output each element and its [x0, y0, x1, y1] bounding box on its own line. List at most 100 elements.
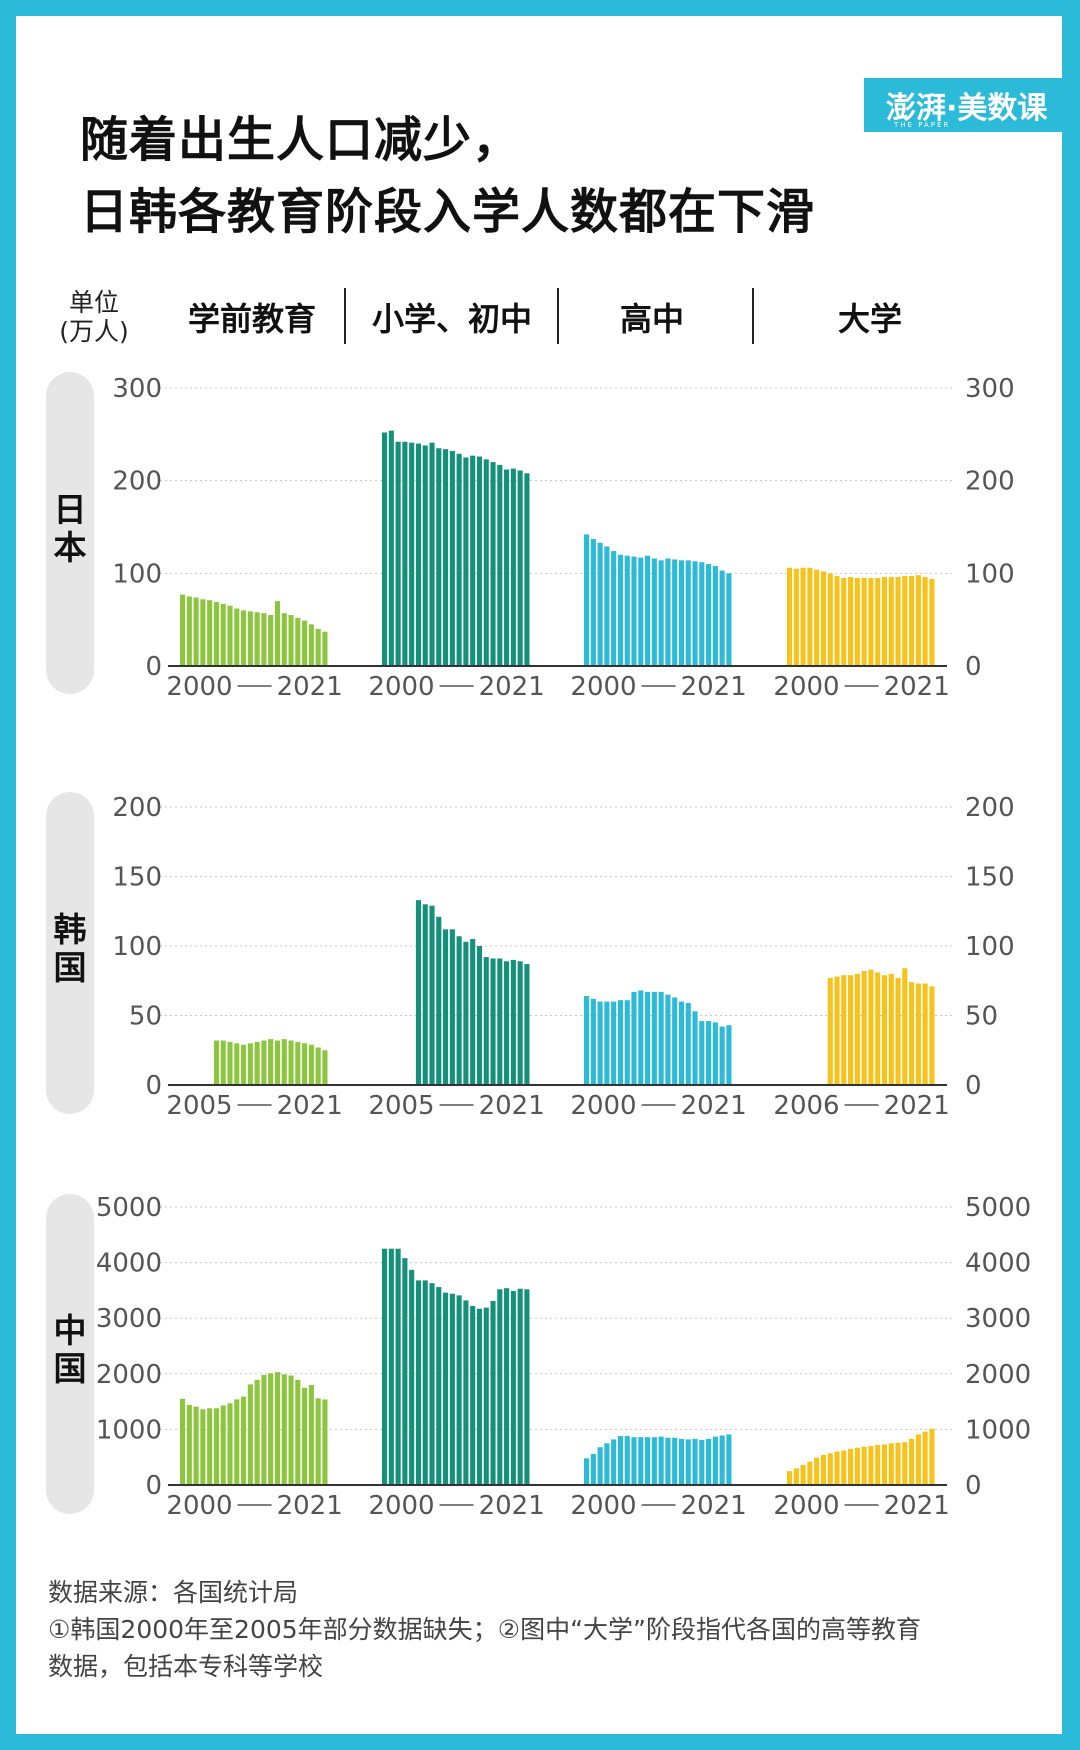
bar-korea-university [909, 982, 915, 1085]
bar-japan-high-school [651, 558, 657, 666]
bar-japan-preschool [302, 620, 308, 666]
footnote-line-2: 数据，包括本专科等学校 [48, 1652, 324, 1681]
country-pill-japan [46, 372, 94, 694]
bar-china-preschool [227, 1403, 233, 1485]
bar-japan-high-school [719, 570, 725, 666]
bar-korea-preschool [254, 1041, 260, 1085]
bar-korea-high-school [712, 1022, 718, 1085]
bar-china-preschool [213, 1408, 219, 1485]
bar-china-preschool [274, 1372, 281, 1485]
bar-japan-preschool [213, 602, 219, 666]
bar-japan-primary-middle [436, 448, 442, 666]
bar-korea-high-school [584, 996, 590, 1085]
bar-japan-high-school [617, 554, 623, 666]
bar-china-primary-middle [517, 1288, 523, 1485]
bar-japan-high-school [706, 564, 712, 666]
x-range-end-china: 2021 [884, 1491, 950, 1521]
bar-korea-university [895, 977, 901, 1085]
bar-japan-primary-middle [456, 453, 462, 666]
bar-china-high-school [699, 1439, 705, 1485]
country-label-japan: 日本 [53, 490, 87, 567]
bar-china-preschool [220, 1405, 226, 1485]
bar-japan-preschool [234, 608, 240, 666]
x-range-start-japan: 2000 [368, 672, 434, 702]
bar-china-high-school [685, 1439, 691, 1485]
bar-china-primary-middle [443, 1292, 449, 1485]
bar-japan-preschool [268, 615, 274, 666]
bar-japan-preschool [247, 611, 253, 666]
bar-japan-high-school [624, 555, 630, 666]
bar-korea-preschool [281, 1039, 287, 1085]
x-range-start-korea: 2005 [368, 1091, 434, 1121]
bar-japan-preschool [227, 605, 233, 666]
bar-korea-high-school [631, 991, 637, 1085]
bar-japan-preschool [207, 600, 213, 666]
bar-japan-primary-middle [510, 468, 516, 666]
bar-korea-preschool [274, 1040, 281, 1085]
y-tick-right-china: 5000 [965, 1193, 1031, 1223]
x-range-end-japan: 2021 [277, 672, 343, 702]
country-label-korea: 韩国 [53, 910, 87, 987]
y-tick-left-korea: 0 [145, 1071, 162, 1101]
bar-china-primary-middle [476, 1308, 483, 1485]
bar-korea-primary-middle [470, 939, 476, 1085]
bar-korea-preschool [247, 1043, 253, 1085]
y-tick-right-china: 3000 [965, 1304, 1031, 1334]
bar-japan-high-school [712, 565, 718, 666]
bar-china-university [868, 1446, 874, 1485]
y-tick-left-japan: 200 [112, 467, 162, 497]
bar-china-preschool [247, 1384, 253, 1485]
bar-korea-primary-middle [476, 946, 483, 1085]
bar-japan-primary-middle [422, 445, 428, 666]
bar-korea-preschool [308, 1044, 314, 1085]
bar-china-university [800, 1464, 806, 1485]
bar-korea-primary-middle [490, 958, 496, 1085]
bar-japan-primary-middle [524, 473, 530, 666]
bar-japan-preschool [274, 601, 281, 666]
bar-china-preschool [281, 1374, 287, 1485]
bar-japan-university [875, 577, 881, 666]
bar-china-primary-middle [422, 1280, 428, 1485]
bar-china-high-school [645, 1437, 651, 1485]
bar-korea-university [841, 975, 847, 1085]
x-range-end-china: 2021 [479, 1491, 545, 1521]
y-tick-left-korea: 50 [129, 1002, 162, 1032]
title-line-2: 日韩各教育阶段入学人数都在下滑 [80, 184, 816, 240]
bar-china-high-school [706, 1438, 712, 1485]
bar-korea-primary-middle [497, 958, 503, 1085]
bar-japan-primary-middle [483, 459, 489, 666]
bar-japan-primary-middle [429, 442, 435, 666]
bar-china-high-school [672, 1437, 678, 1485]
bar-japan-high-school [611, 551, 617, 666]
x-range-end-korea: 2021 [681, 1091, 747, 1121]
bar-korea-high-school [719, 1026, 725, 1085]
bar-japan-high-school [631, 556, 637, 666]
bar-korea-high-school [726, 1025, 732, 1085]
bar-korea-high-school [678, 1001, 685, 1085]
bar-japan-primary-middle [382, 432, 388, 666]
bar-china-university [854, 1447, 860, 1485]
bar-china-university [793, 1468, 799, 1485]
bar-china-high-school [692, 1438, 698, 1485]
bar-japan-university [807, 567, 813, 666]
x-range-start-china: 2000 [570, 1491, 636, 1521]
bar-china-high-school [597, 1447, 603, 1485]
bar-korea-high-school [699, 1021, 705, 1085]
x-range-end-korea: 2021 [479, 1091, 545, 1121]
bar-china-university [895, 1442, 901, 1485]
y-tick-right-china: 2000 [965, 1360, 1031, 1390]
bar-china-primary-middle [429, 1283, 435, 1485]
logo-text: 澎湃·美数课 [886, 91, 1048, 126]
bar-china-primary-middle [382, 1248, 388, 1485]
bar-china-primary-middle [490, 1300, 496, 1485]
bar-china-high-school [631, 1437, 637, 1485]
bar-china-university [929, 1428, 935, 1485]
bar-japan-university [929, 578, 935, 666]
bar-japan-preschool [200, 599, 206, 666]
column-header-primary-middle: 小学、初中 [371, 300, 532, 338]
bar-korea-high-school [658, 991, 664, 1085]
bar-china-primary-middle [470, 1305, 476, 1485]
bar-korea-high-school [604, 1001, 610, 1085]
bar-japan-high-school [645, 555, 651, 666]
bar-china-preschool [193, 1406, 199, 1485]
